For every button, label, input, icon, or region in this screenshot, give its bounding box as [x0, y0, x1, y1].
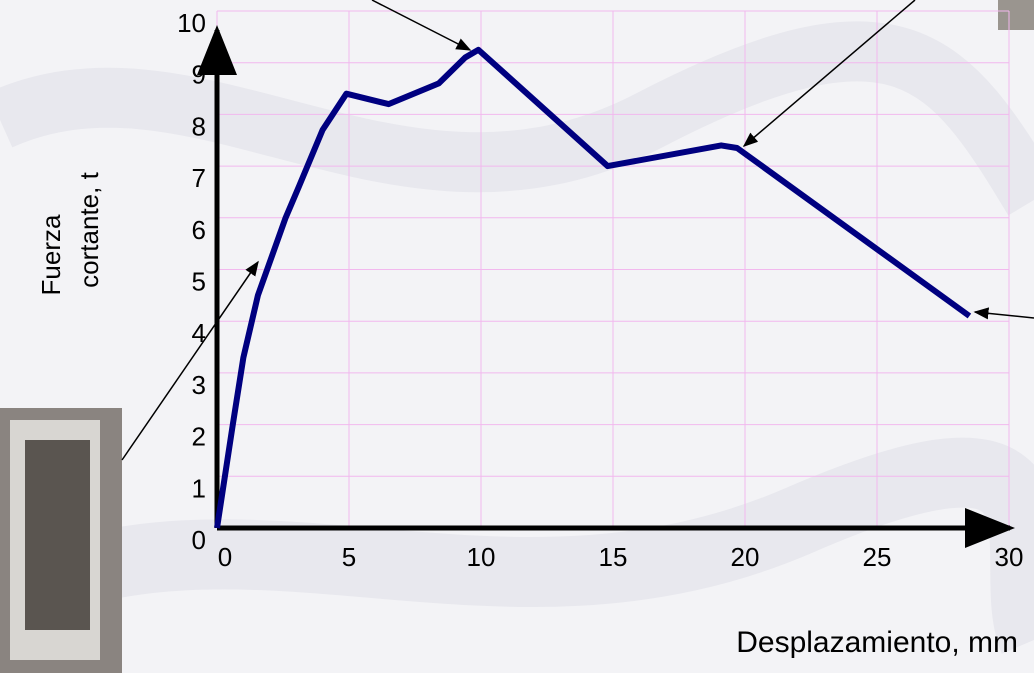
x-tick-label: 15 — [599, 542, 628, 572]
x-axis-label: Desplazamiento, mm — [736, 626, 1018, 659]
x-tick-label: 0 — [218, 542, 232, 572]
y-tick-label: 10 — [177, 8, 206, 38]
y-tick-label: 0 — [192, 525, 206, 555]
y-tick-label: 6 — [192, 215, 206, 245]
x-tick-label: 20 — [731, 542, 760, 572]
y-tick-label: 9 — [192, 60, 206, 90]
y-axis-label: Fuerza — [36, 214, 66, 295]
y-tick-label: 5 — [192, 267, 206, 297]
x-tick-label: 25 — [863, 542, 892, 572]
photo-opening — [25, 440, 90, 630]
y-axis-label: cortante, t — [74, 171, 104, 287]
annotation-arrow — [742, 0, 916, 147]
photo — [998, 0, 1034, 30]
y-tick-label: 7 — [192, 163, 206, 193]
y-tick-label: 4 — [192, 318, 206, 348]
annotation-arrow — [121, 260, 259, 461]
x-tick-label: 5 — [342, 542, 356, 572]
x-tick-label: 30 — [995, 542, 1024, 572]
y-tick-label: 8 — [192, 111, 206, 141]
x-tick-label: 10 — [467, 542, 496, 572]
annotation-arrow — [371, 0, 472, 51]
background-swirl — [0, 21, 1034, 216]
y-tick-label: 3 — [192, 370, 206, 400]
y-tick-label: 1 — [192, 473, 206, 503]
y-tick-label: 2 — [192, 422, 206, 452]
background-swirl — [0, 437, 1034, 654]
data-line — [214, 46, 972, 529]
annotation-arrow — [973, 307, 1034, 320]
